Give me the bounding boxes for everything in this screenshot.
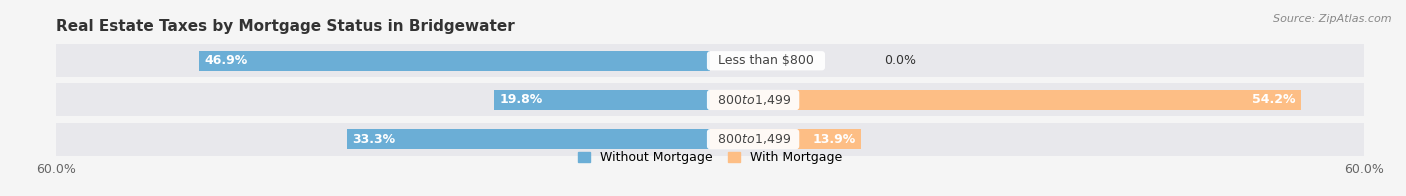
Text: 13.9%: 13.9% [813,133,856,146]
Text: $800 to $1,499: $800 to $1,499 [710,93,796,107]
Text: $800 to $1,499: $800 to $1,499 [710,132,796,146]
Bar [56,123,1364,156]
Bar [710,129,862,149]
Bar [710,90,1301,110]
Bar [56,44,1364,77]
Text: 33.3%: 33.3% [353,133,395,146]
Bar [200,51,710,71]
Legend: Without Mortgage, With Mortgage: Without Mortgage, With Mortgage [578,151,842,164]
Text: 46.9%: 46.9% [204,54,247,67]
Bar [495,90,710,110]
Text: Source: ZipAtlas.com: Source: ZipAtlas.com [1274,14,1392,24]
Text: 19.8%: 19.8% [499,93,543,106]
Text: Less than $800: Less than $800 [710,54,823,67]
Bar [56,83,1364,116]
Text: 0.0%: 0.0% [884,54,917,67]
Text: Real Estate Taxes by Mortgage Status in Bridgewater: Real Estate Taxes by Mortgage Status in … [56,19,515,34]
Text: 54.2%: 54.2% [1251,93,1295,106]
Bar [347,129,710,149]
